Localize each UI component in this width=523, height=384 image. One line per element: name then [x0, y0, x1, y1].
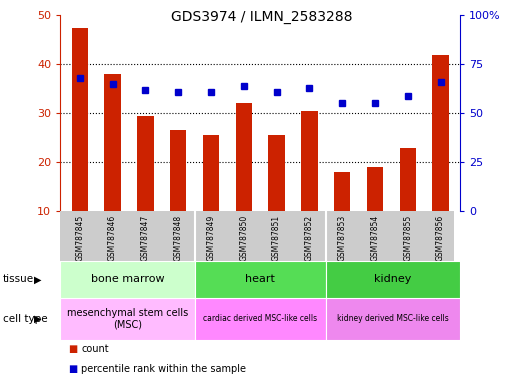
Text: GSM787853: GSM787853 [338, 215, 347, 262]
Text: GSM787847: GSM787847 [141, 215, 150, 262]
Bar [334, 172, 350, 211]
Bar [170, 131, 186, 211]
Text: GSM787855: GSM787855 [403, 215, 412, 262]
Text: kidney: kidney [374, 274, 412, 285]
Text: GDS3974 / ILMN_2583288: GDS3974 / ILMN_2583288 [170, 10, 353, 23]
Text: cardiac derived MSC-like cells: cardiac derived MSC-like cells [203, 314, 317, 323]
Bar [203, 135, 219, 211]
Text: GSM787848: GSM787848 [174, 215, 183, 262]
Bar [72, 28, 88, 211]
Bar [433, 55, 449, 211]
Bar [60, 261, 195, 298]
Bar [60, 298, 195, 340]
Text: bone marrow: bone marrow [90, 274, 164, 285]
Text: ▶: ▶ [34, 274, 41, 285]
Bar [195, 261, 326, 298]
Text: kidney derived MSC-like cells: kidney derived MSC-like cells [337, 314, 449, 323]
Bar [400, 147, 416, 211]
Text: GSM787845: GSM787845 [75, 215, 84, 262]
Bar [301, 111, 317, 211]
Bar [105, 74, 121, 211]
Text: GSM787856: GSM787856 [436, 215, 445, 262]
Bar [268, 135, 285, 211]
Text: count: count [81, 344, 109, 354]
Bar [367, 167, 383, 211]
Text: GSM787849: GSM787849 [207, 215, 215, 262]
Bar [326, 261, 460, 298]
Text: ■: ■ [68, 364, 77, 374]
Text: GSM787850: GSM787850 [240, 215, 248, 262]
Bar [137, 116, 154, 211]
Text: GSM787846: GSM787846 [108, 215, 117, 262]
Text: tissue: tissue [3, 274, 34, 285]
Text: GSM787854: GSM787854 [370, 215, 380, 262]
Text: GSM787851: GSM787851 [272, 215, 281, 262]
Text: cell type: cell type [3, 314, 47, 324]
Text: ▶: ▶ [34, 314, 41, 324]
Bar [195, 298, 326, 340]
Text: ■: ■ [68, 344, 77, 354]
Text: percentile rank within the sample: percentile rank within the sample [81, 364, 246, 374]
Text: heart: heart [245, 274, 275, 285]
Text: mesenchymal stem cells
(MSC): mesenchymal stem cells (MSC) [67, 308, 188, 329]
Bar [235, 104, 252, 211]
Bar [326, 298, 460, 340]
Text: GSM787852: GSM787852 [305, 215, 314, 262]
